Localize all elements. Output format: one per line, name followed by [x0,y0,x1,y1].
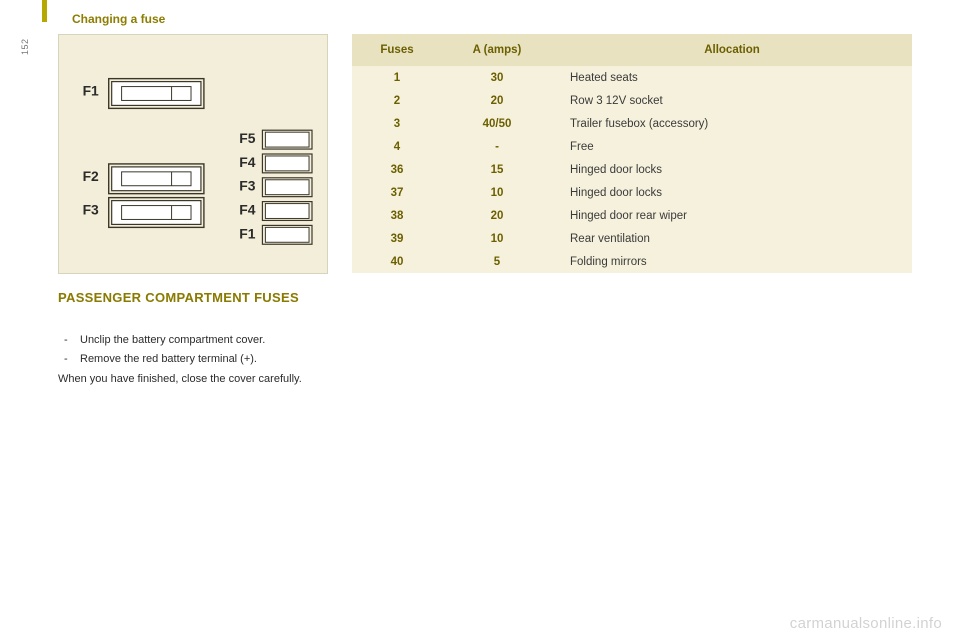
cell-amps: 10 [442,187,552,199]
cell-amps: 10 [442,233,552,245]
col-header-alloc: Allocation [552,44,912,56]
cell-amps: 15 [442,164,552,176]
instruction-list: Unclip the battery compartment cover. Rem… [58,332,348,367]
table-row: 405Folding mirrors [352,250,912,273]
table-row: 130Heated seats [352,66,912,89]
instruction-item: Remove the red battery terminal (+). [58,351,348,368]
cell-fuse: 1 [352,72,442,84]
instruction-block: Unclip the battery compartment cover. Rem… [58,332,348,388]
cell-amps: 5 [442,256,552,268]
page-number: 152 [20,38,30,55]
cell-amps: - [442,141,552,153]
cell-amps: 20 [442,95,552,107]
cell-fuse: 4 [352,141,442,153]
cell-fuse: 40 [352,256,442,268]
cell-fuse: 3 [352,118,442,130]
cell-alloc: Heated seats [552,72,912,84]
table-row: 4-Free [352,135,912,158]
table-row: 3710Hinged door locks [352,181,912,204]
fuse-diagram: F1 F2 F3 F5 F4 F3 F4 F1 [58,34,328,274]
section-heading: PASSENGER COMPARTMENT FUSES [58,290,338,305]
table-row: 220Row 3 12V socket [352,89,912,112]
cell-fuse: 2 [352,95,442,107]
table-row: 3820Hinged door rear wiper [352,204,912,227]
fuse-table: Fuses A (amps) Allocation 130Heated seat… [352,34,912,273]
cell-alloc: Trailer fusebox (accessory) [552,118,912,130]
col-header-fuses: Fuses [352,44,442,56]
chapter-title: Changing a fuse [72,12,165,26]
instruction-item: Unclip the battery compartment cover. [58,332,348,349]
svg-text:F2: F2 [83,168,99,184]
accent-bar [42,0,47,22]
table-row: 3615Hinged door locks [352,158,912,181]
svg-text:F1: F1 [83,82,99,98]
cell-alloc: Hinged door locks [552,187,912,199]
svg-text:F5: F5 [239,130,255,146]
table-body: 130Heated seats220Row 3 12V socket340/50… [352,66,912,273]
table-row: 3910Rear ventilation [352,227,912,250]
svg-text:F3: F3 [239,178,255,194]
svg-text:F4: F4 [239,201,255,217]
cell-fuse: 36 [352,164,442,176]
table-row: 340/50Trailer fusebox (accessory) [352,112,912,135]
svg-text:F4: F4 [239,154,255,170]
cell-alloc: Hinged door locks [552,164,912,176]
cell-alloc: Hinged door rear wiper [552,210,912,222]
cell-amps: 30 [442,72,552,84]
fuse-diagram-svg: F1 F2 F3 F5 F4 F3 F4 F1 [59,35,327,273]
cell-fuse: 39 [352,233,442,245]
watermark: carmanualsonline.info [790,615,942,632]
cell-alloc: Rear ventilation [552,233,912,245]
col-header-amps: A (amps) [442,44,552,56]
cell-alloc: Folding mirrors [552,256,912,268]
closing-text: When you have finished, close the cover … [58,371,348,388]
cell-alloc: Row 3 12V socket [552,95,912,107]
cell-alloc: Free [552,141,912,153]
svg-text:F1: F1 [239,225,255,241]
cell-amps: 20 [442,210,552,222]
cell-fuse: 37 [352,187,442,199]
cell-fuse: 38 [352,210,442,222]
cell-amps: 40/50 [442,118,552,130]
svg-text:F3: F3 [83,201,99,217]
table-header-row: Fuses A (amps) Allocation [352,34,912,66]
